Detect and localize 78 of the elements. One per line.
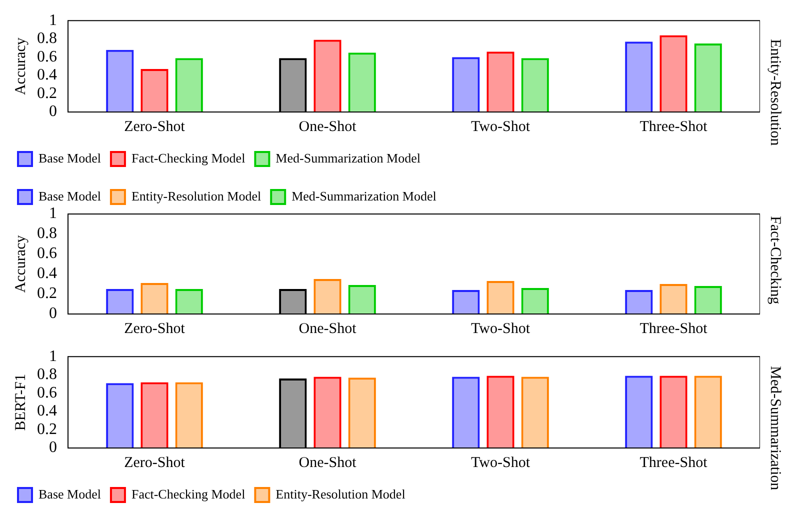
y-tick-label: 0 <box>49 103 57 120</box>
bar <box>348 378 376 448</box>
bar <box>452 57 480 112</box>
y-tick-label: 0.4 <box>37 66 57 84</box>
y-tick-label: 0.8 <box>37 225 57 242</box>
bar <box>175 382 203 448</box>
x-tick-label: Zero-Shot <box>124 320 186 337</box>
x-tick-label: Three-Shot <box>640 118 708 135</box>
bar <box>175 289 203 314</box>
bar <box>521 288 549 314</box>
legend-label: Entity-Resolution Model <box>131 188 262 204</box>
y-tick-label: 0 <box>49 439 57 456</box>
y-tick-label: 0.4 <box>37 265 57 282</box>
bar <box>106 383 134 448</box>
legend-label: Med-Summarization Model <box>276 150 421 166</box>
bar <box>660 284 688 314</box>
x-tick-label: Three-Shot <box>640 320 708 337</box>
legend-label: Entity-Resolution Model <box>276 486 406 502</box>
y-tick-label: 0 <box>49 305 57 322</box>
y-tick-label: 1 <box>49 12 57 29</box>
bar <box>348 285 376 314</box>
text: Entity-Resolution <box>766 38 783 146</box>
bar <box>140 382 168 448</box>
bar <box>660 35 688 112</box>
bar <box>521 58 549 112</box>
x-tick-label: Zero-Shot <box>124 118 186 135</box>
y-axis-title: Accuracy <box>12 234 29 293</box>
x-tick-label: Zero-Shot <box>124 454 186 471</box>
bar <box>348 52 376 112</box>
y-tick-label: 0.6 <box>37 245 57 262</box>
x-tick-label: One-Shot <box>298 454 358 471</box>
x-tick-label: One-Shot <box>298 320 358 337</box>
bar <box>660 376 688 448</box>
bar <box>521 376 549 448</box>
legend-label: Base Model <box>38 486 102 502</box>
legend-label: Base Model <box>38 150 102 166</box>
y-tick-label: 1 <box>49 348 57 365</box>
bar <box>140 283 168 314</box>
y-tick-label: 0.6 <box>37 48 57 66</box>
bar <box>314 376 342 448</box>
x-tick-label: Two-Shot <box>471 320 531 337</box>
bar <box>625 376 653 448</box>
legend-label: Fact-Checking Model <box>131 150 246 166</box>
y-tick-label: 0.2 <box>37 84 57 102</box>
text: Med-Summarization <box>766 366 783 490</box>
y-axis-title: Accuracy <box>12 37 29 96</box>
y-axis-title: BERT-F1 <box>12 374 29 431</box>
bar <box>694 286 722 314</box>
bar <box>694 376 722 448</box>
legend-label: Med-Summarization Model <box>292 188 437 204</box>
y-tick-label: 0.6 <box>37 384 57 402</box>
x-tick-label: Two-Shot <box>471 118 531 135</box>
bar <box>486 376 514 448</box>
bar <box>106 289 134 314</box>
bar <box>106 50 134 112</box>
bar <box>486 281 514 314</box>
legend-label: Base Model <box>38 188 102 204</box>
bar <box>452 290 480 314</box>
text: Fact-Checking <box>766 216 783 304</box>
bar <box>175 58 203 112</box>
y-tick-label: 0.4 <box>37 402 57 420</box>
bar <box>314 40 342 112</box>
bar <box>140 69 168 112</box>
bar <box>625 290 653 314</box>
x-tick-label: Two-Shot <box>471 454 531 471</box>
bar <box>694 43 722 112</box>
y-tick-label: 0.8 <box>37 366 57 384</box>
y-tick-label: 1 <box>49 205 57 222</box>
x-tick-label: One-Shot <box>298 118 358 135</box>
y-tick-label: 0.8 <box>37 30 57 48</box>
legend-label: Fact-Checking Model <box>131 486 246 502</box>
bar <box>314 279 342 314</box>
bar <box>486 52 514 112</box>
y-tick-label: 0.2 <box>37 420 57 438</box>
x-tick-label: Three-Shot <box>640 454 708 471</box>
bar <box>625 42 653 112</box>
y-tick-label: 0.2 <box>37 285 57 302</box>
bar <box>452 376 480 448</box>
